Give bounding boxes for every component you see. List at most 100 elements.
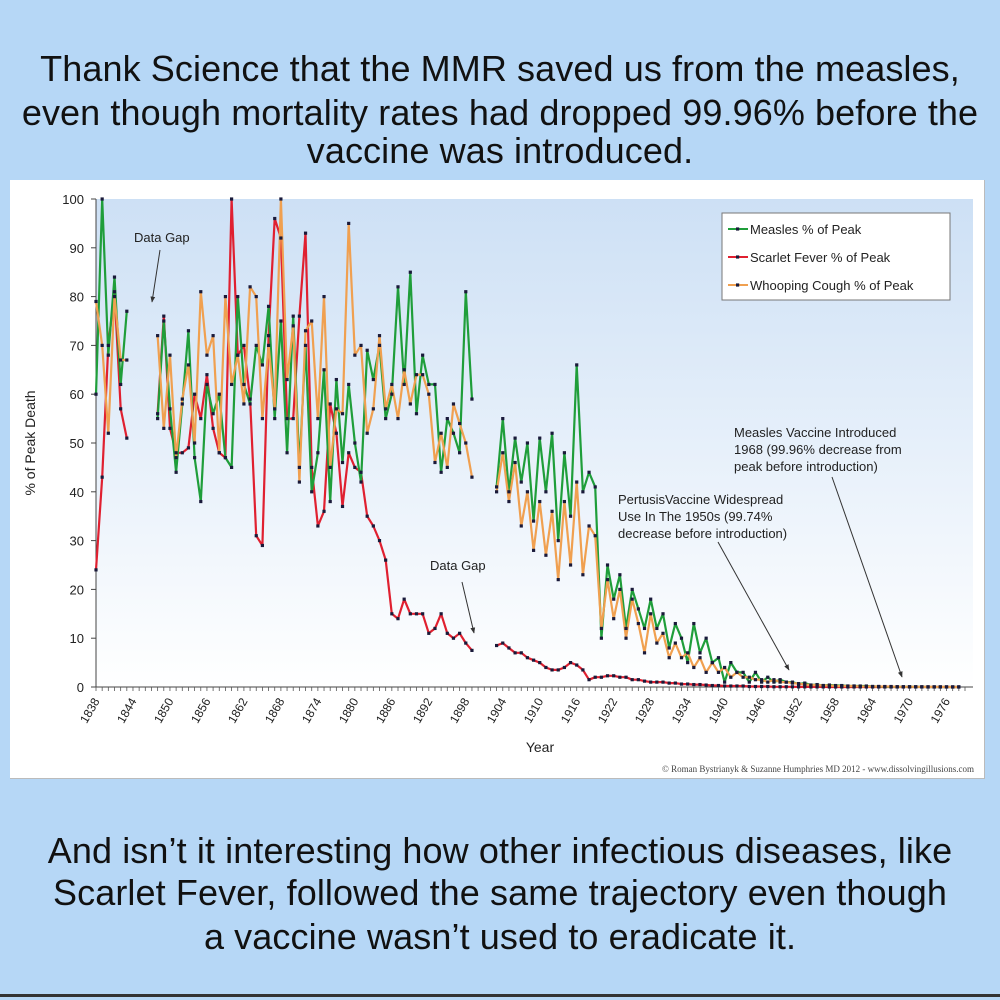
- data-point: [340, 504, 345, 509]
- x-tick-label: 1934: [669, 695, 695, 725]
- legend: [721, 212, 951, 301]
- data-point: [729, 684, 733, 688]
- data-point: [316, 524, 320, 528]
- data-point: [445, 631, 449, 635]
- data-point: [229, 197, 234, 201]
- y-tick-label: 50: [70, 436, 84, 451]
- annotation-arrow: [461, 581, 476, 634]
- data-point: [544, 665, 548, 670]
- x-tick-label: 1862: [225, 695, 251, 725]
- data-point: [396, 417, 400, 421]
- data-point: [618, 573, 622, 577]
- data-point: [858, 684, 862, 689]
- x-tick-label: 1922: [595, 695, 621, 725]
- x-tick-label: 1868: [262, 695, 288, 725]
- x-tick-label: 1898: [447, 695, 473, 725]
- data-point: [106, 353, 110, 357]
- annotation-pertussis-line: decrease before introduction): [618, 526, 787, 541]
- series-line-measles: [94, 197, 128, 395]
- data-point: [470, 397, 474, 401]
- data-point: [297, 314, 301, 318]
- data-point: [766, 684, 770, 689]
- data-point: [605, 578, 610, 582]
- data-point: [402, 597, 406, 601]
- x-tick-label: 1850: [151, 695, 177, 725]
- data-point: [846, 684, 850, 688]
- data-point: [796, 681, 801, 686]
- series-line-whooping-cough: [156, 197, 474, 484]
- data-point: [624, 636, 628, 640]
- headline-line-2: even though mortality rates had dropped …: [21, 92, 979, 133]
- data-point: [199, 499, 203, 504]
- headline-line-1: Thank Science that the MMR saved us from…: [40, 48, 960, 89]
- data-point: [199, 417, 203, 421]
- data-point: [612, 597, 616, 601]
- x-tick-label: 1886: [373, 695, 399, 725]
- data-point: [556, 539, 560, 543]
- footer-line-2: Scarlet Fever, followed the same traject…: [53, 872, 947, 913]
- data-point: [495, 643, 499, 648]
- y-tick-label: 100: [62, 192, 84, 207]
- data-point: [451, 636, 456, 640]
- data-point: [642, 679, 647, 683]
- data-point: [507, 646, 511, 650]
- data-point: [223, 456, 228, 460]
- data-point: [162, 426, 166, 430]
- x-tick-label: 1844: [114, 695, 140, 725]
- data-point: [531, 658, 536, 662]
- x-axis-label: Year: [526, 739, 555, 755]
- data-point: [760, 680, 764, 684]
- data-point: [291, 314, 295, 318]
- data-point: [790, 685, 795, 689]
- data-point: [279, 197, 283, 201]
- data-point: [211, 334, 215, 338]
- x-tick-label: 1892: [410, 695, 436, 725]
- data-point: [710, 683, 714, 688]
- data-point: [513, 651, 517, 655]
- data-point: [193, 456, 197, 460]
- data-point: [260, 543, 265, 548]
- x-tick-label: 1856: [188, 695, 214, 725]
- data-point: [778, 680, 782, 684]
- x-tick-label: 1904: [484, 695, 510, 725]
- data-point: [513, 436, 517, 440]
- data-point: [914, 685, 918, 689]
- data-point: [100, 197, 104, 201]
- data-point: [587, 678, 591, 682]
- legend-marker: [736, 255, 740, 259]
- data-point: [297, 465, 301, 469]
- data-point: [920, 685, 924, 689]
- data-point: [273, 407, 277, 411]
- data-point: [94, 568, 98, 572]
- data-point: [390, 382, 394, 387]
- data-point: [741, 675, 745, 679]
- annotation-arrow: [831, 476, 903, 678]
- data-point: [180, 451, 184, 455]
- data-point: [667, 681, 671, 685]
- data-point: [119, 382, 123, 387]
- x-tick-label: 1880: [336, 695, 362, 725]
- data-point: [458, 631, 462, 635]
- data-point: [377, 539, 382, 543]
- data-point: [827, 683, 832, 688]
- data-point: [877, 684, 881, 689]
- data-point: [168, 407, 172, 411]
- data-point: [156, 412, 160, 416]
- data-point: [254, 343, 258, 347]
- data-point: [186, 329, 191, 333]
- annotation-measles-vaccine-line: Measles Vaccine Introduced: [734, 425, 896, 440]
- data-point: [501, 451, 505, 455]
- data-point: [655, 641, 659, 645]
- data-point: [112, 295, 117, 299]
- data-point: [100, 343, 104, 347]
- data-point: [784, 680, 788, 684]
- data-point: [390, 612, 394, 616]
- data-point: [119, 407, 123, 411]
- data-point: [815, 685, 819, 689]
- data-point: [427, 392, 431, 396]
- data-point: [347, 451, 351, 455]
- data-point: [248, 285, 252, 289]
- data-point: [562, 499, 566, 504]
- data-point: [753, 670, 758, 674]
- data-point: [747, 680, 751, 684]
